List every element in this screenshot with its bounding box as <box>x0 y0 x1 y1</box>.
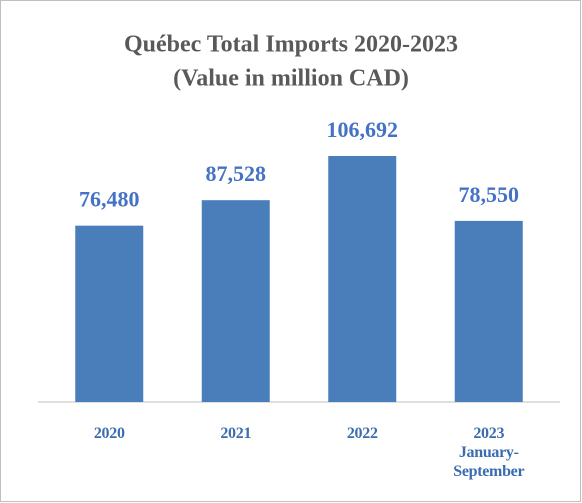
x-tick-label: 2021 <box>220 425 252 442</box>
data-label: 76,480 <box>79 187 140 212</box>
chart-subtitle: (Value in million CAD) <box>173 66 409 92</box>
bar <box>454 220 523 402</box>
x-tick-label: 2023 January-September <box>453 425 525 480</box>
bar <box>75 225 144 402</box>
data-label: 87,528 <box>206 161 267 186</box>
x-tick-label: 2022 <box>346 425 378 442</box>
x-tick-label: 2020 <box>93 425 125 442</box>
bar <box>328 156 397 402</box>
data-label: 106,692 <box>327 117 399 142</box>
chart-title: Québec Total Imports 2020-2023 <box>124 32 458 58</box>
bar <box>201 200 270 402</box>
data-label: 78,550 <box>459 182 520 207</box>
